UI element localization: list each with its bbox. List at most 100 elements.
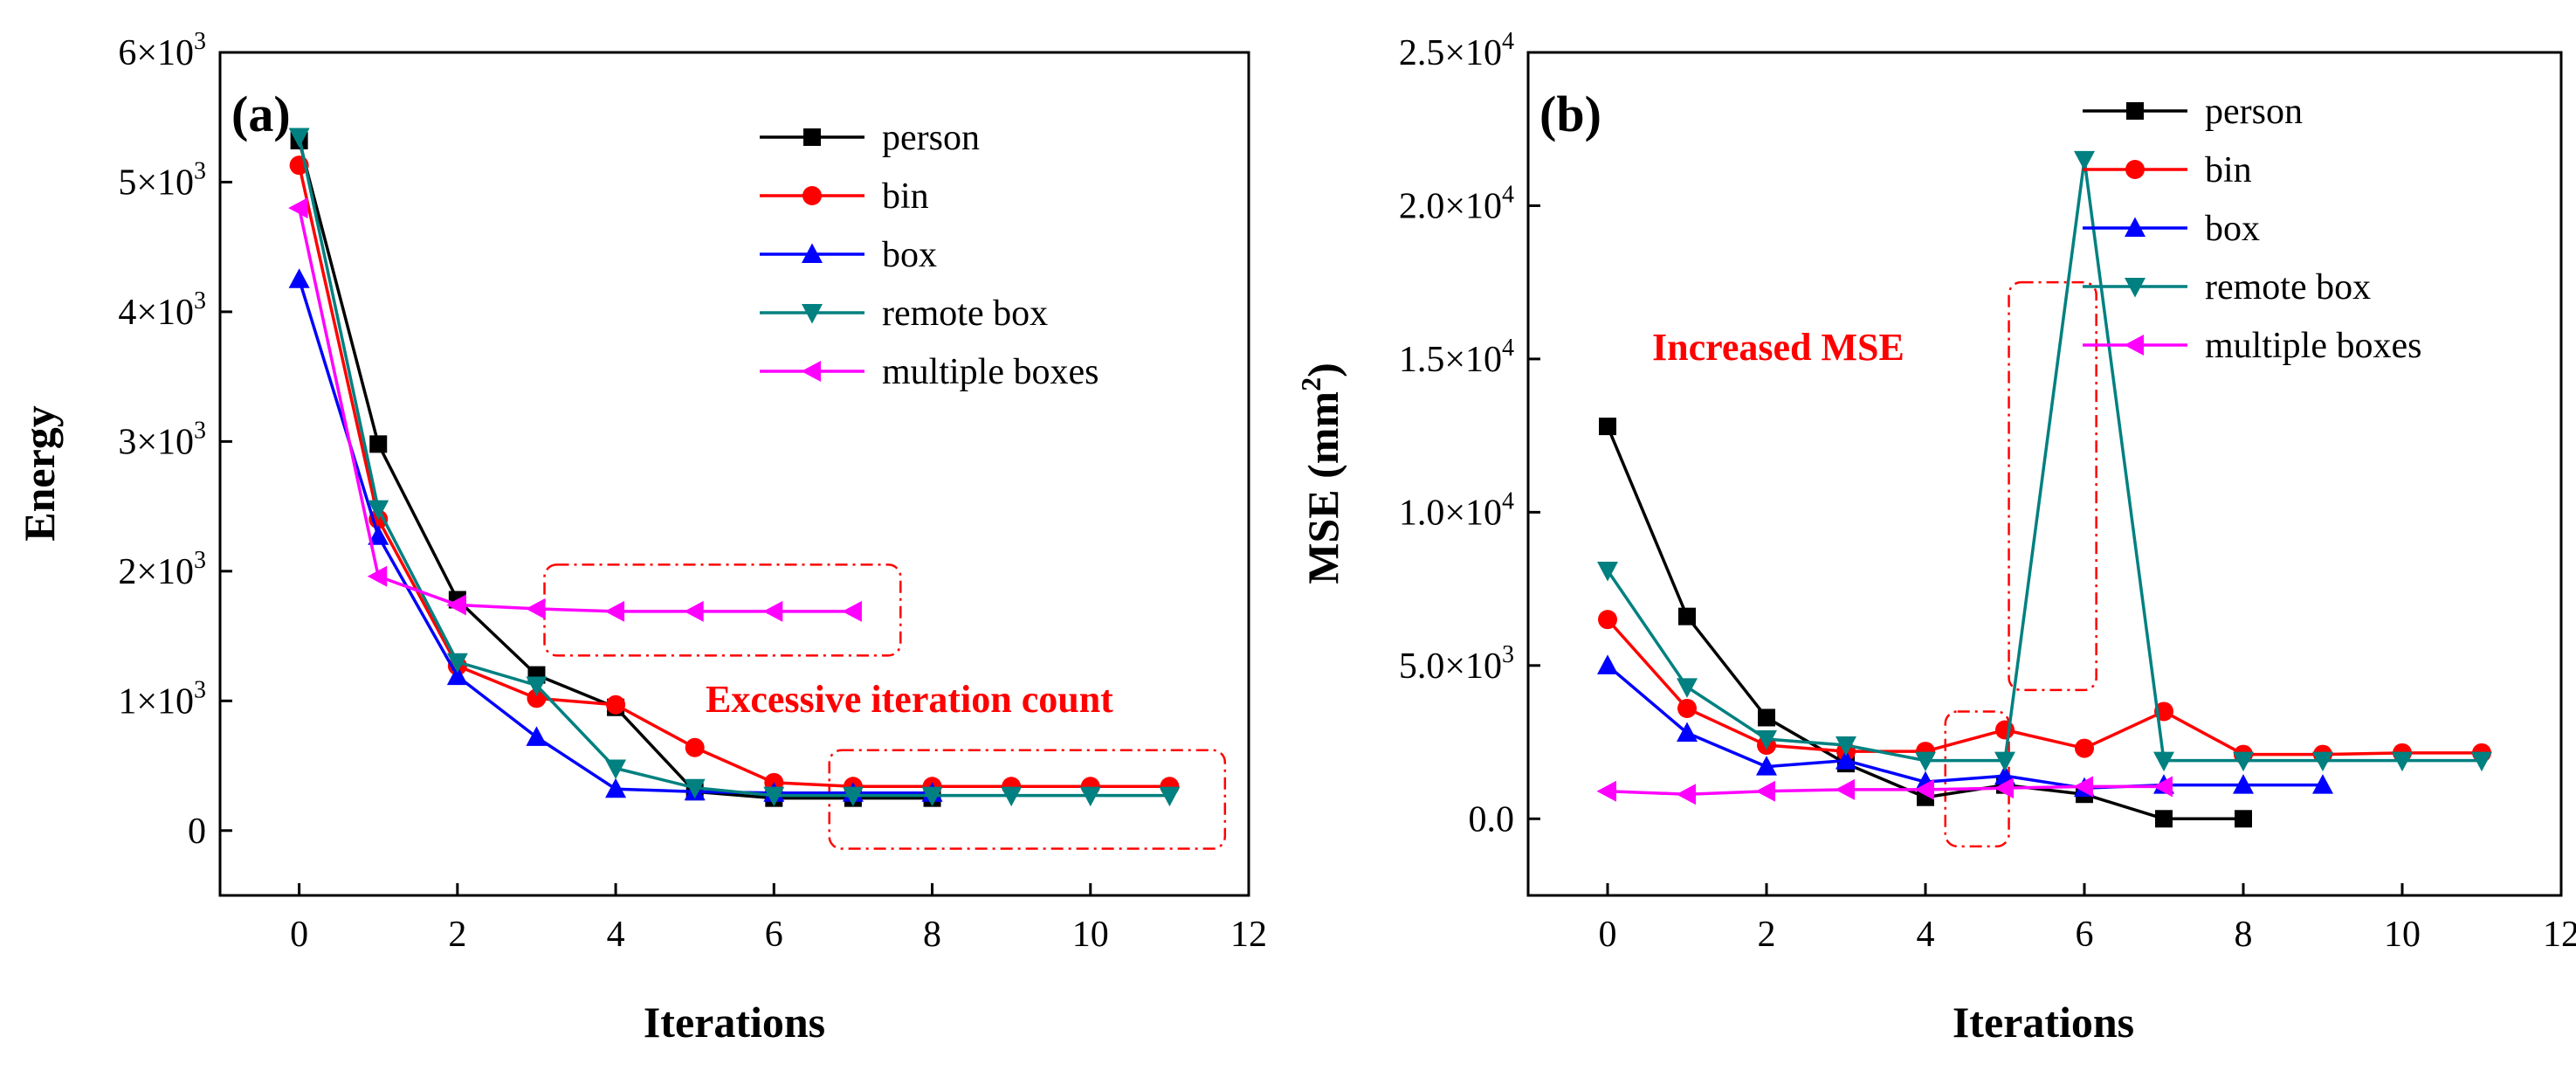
legend-marker-a-remote-box [802,304,823,324]
point-a-remote-box-9 [1001,786,1023,807]
legend-label-a-multiple-boxes: multiple boxes [882,352,1099,392]
y-tick-label-b-4: 2.0×104 [1399,181,1514,226]
y-axis-title-b: MSE (mm2) [1295,363,1347,584]
point-b-remote-box-0 [1597,562,1618,582]
y-axis-title-b-main: MSE (mm [1298,391,1347,584]
point-b-remote-box-9 [2312,751,2333,772]
x-tick-label-b-5: 10 [2384,915,2421,955]
legend-marker-b-remote-box [2125,278,2146,298]
point-a-remote-box-3 [526,676,548,696]
point-b-remote-box-10 [2392,751,2413,772]
point-a-remote-box-7 [842,786,864,807]
series-line-a-bin [297,164,1170,789]
point-b-multiple-boxes-4 [1914,778,1934,800]
point-a-box-2 [446,665,468,686]
y-tick-label-a-2: 2×103 [118,547,206,592]
legend-b: person bin box remote box multiple boxes [2083,92,2421,366]
legend-label-a-bin: bin [882,176,929,217]
legend-label-a-box: box [882,235,937,275]
point-b-bin-6 [2075,738,2094,758]
legend-a: person bin box remote box multiple boxes [760,118,1099,392]
y-tick-label-b-5: 2.5×104 [1399,28,1514,73]
point-b-box-3 [1836,750,1856,770]
legend-label-a-remote-box: remote box [882,294,1048,334]
x-tick-label-b-4: 8 [2235,915,2253,955]
point-a-remote-box-11 [1159,786,1181,807]
point-b-remote-box-11 [2471,751,2492,772]
legend-label-b-person: person [2205,92,2303,132]
point-b-remote-box-3 [1836,736,1856,757]
x-tick-label-a-0: 0 [290,915,308,955]
series-line-b-box [1606,664,2323,790]
point-b-bin-1 [1677,698,1697,718]
annotation-increased-mse: Increased MSE [1652,326,1904,369]
series-line-a-multiple-boxes [297,207,853,613]
x-tick-label-b-0: 0 [1599,915,1617,955]
point-b-remote-box-4 [1915,751,1936,772]
series-line-b-multiple-boxes [1607,784,2164,796]
legend-marker-b-bin [2125,160,2145,179]
legend-marker-b-person [2126,102,2144,120]
annotation-excessive-iteration: Excessive iteration count [706,678,1113,721]
point-a-multiple-boxes-5 [684,600,704,622]
point-b-multiple-boxes-1 [1676,784,1696,805]
point-b-person-7 [2155,810,2173,828]
y-tick-label-b-3: 1.5×104 [1399,335,1514,380]
point-b-multiple-boxes-2 [1755,780,1775,802]
legend-marker-b-box [2125,217,2146,237]
energy-chart: 0 2 4 6 8 10 12 0 1×103 2×103 3×103 4×103 5×103 6×103… [15,28,1267,1047]
point-b-remote-box-8 [2233,751,2254,772]
series-b-person [1599,418,2252,828]
y-tick-label-a-3: 3×103 [118,417,206,462]
legend-label-a-person: person [882,118,980,158]
point-b-multiple-boxes-6 [2073,776,2093,798]
point-b-multiple-boxes-5 [1994,777,2014,799]
x-tick-label-a-5: 10 [1072,915,1109,955]
point-a-remote-box-5 [684,778,706,799]
point-b-remote-box-5 [1994,751,2015,772]
point-a-multiple-boxes-7 [842,600,862,622]
point-b-remote-box-6 [2074,150,2095,171]
point-a-box-1 [368,525,389,545]
point-a-bin-3 [527,688,547,708]
point-b-bin-5 [1995,720,2015,740]
legend-marker-b-multiple-boxes [2124,335,2144,356]
legend-label-b-bin: bin [2205,150,2252,190]
series-line-b-remote-box [1606,158,2482,763]
series-b-box [1597,654,2333,798]
panel-label-b: (b) [1539,86,1601,142]
point-a-remote-box-10 [1079,786,1101,807]
point-a-bin-5 [685,737,705,757]
point-a-remote-box-6 [763,786,785,807]
point-a-box-0 [288,268,310,288]
highlight-box-b-1 [2008,280,2097,692]
y-tick-label-b-0: 0.0 [1469,799,1515,840]
point-b-box-1 [1677,722,1698,743]
point-b-multiple-boxes-0 [1596,780,1616,802]
point-a-box-4 [605,777,627,798]
legend-marker-a-bin [802,186,822,205]
x-tick-label-b-6: 12 [2543,915,2576,955]
point-a-remote-box-2 [446,653,468,674]
point-a-multiple-boxes-3 [525,598,546,619]
point-b-person-1 [1678,607,1696,625]
y-tick-label-a-0: 0 [188,812,206,852]
point-b-person-8 [2235,810,2252,828]
x-tick-label-a-3: 6 [765,915,783,955]
mse-chart: 0 2 4 6 8 10 12 0.0 5.0×103 1.0×104 1.5×104 2.0×104… [1295,28,2576,1047]
highlight-box-a-1 [828,749,1227,850]
series-a-remote-box [288,128,1181,807]
y-tick-label-b-2: 1.0×104 [1399,487,1514,533]
point-a-remote-box-8 [921,786,943,807]
legend-marker-a-multiple-boxes [801,361,821,382]
x-tick-label-a-2: 4 [607,915,625,955]
point-a-multiple-boxes-2 [446,594,466,616]
series-line-a-remote-box [297,136,1170,798]
point-b-person-2 [1758,708,1775,727]
point-b-box-8 [2233,774,2254,794]
x-tick-label-a-4: 8 [923,915,941,955]
point-a-box-3 [526,726,548,746]
point-a-multiple-boxes-4 [604,600,625,622]
x-axis-title-b: Iterations [1953,998,2134,1047]
